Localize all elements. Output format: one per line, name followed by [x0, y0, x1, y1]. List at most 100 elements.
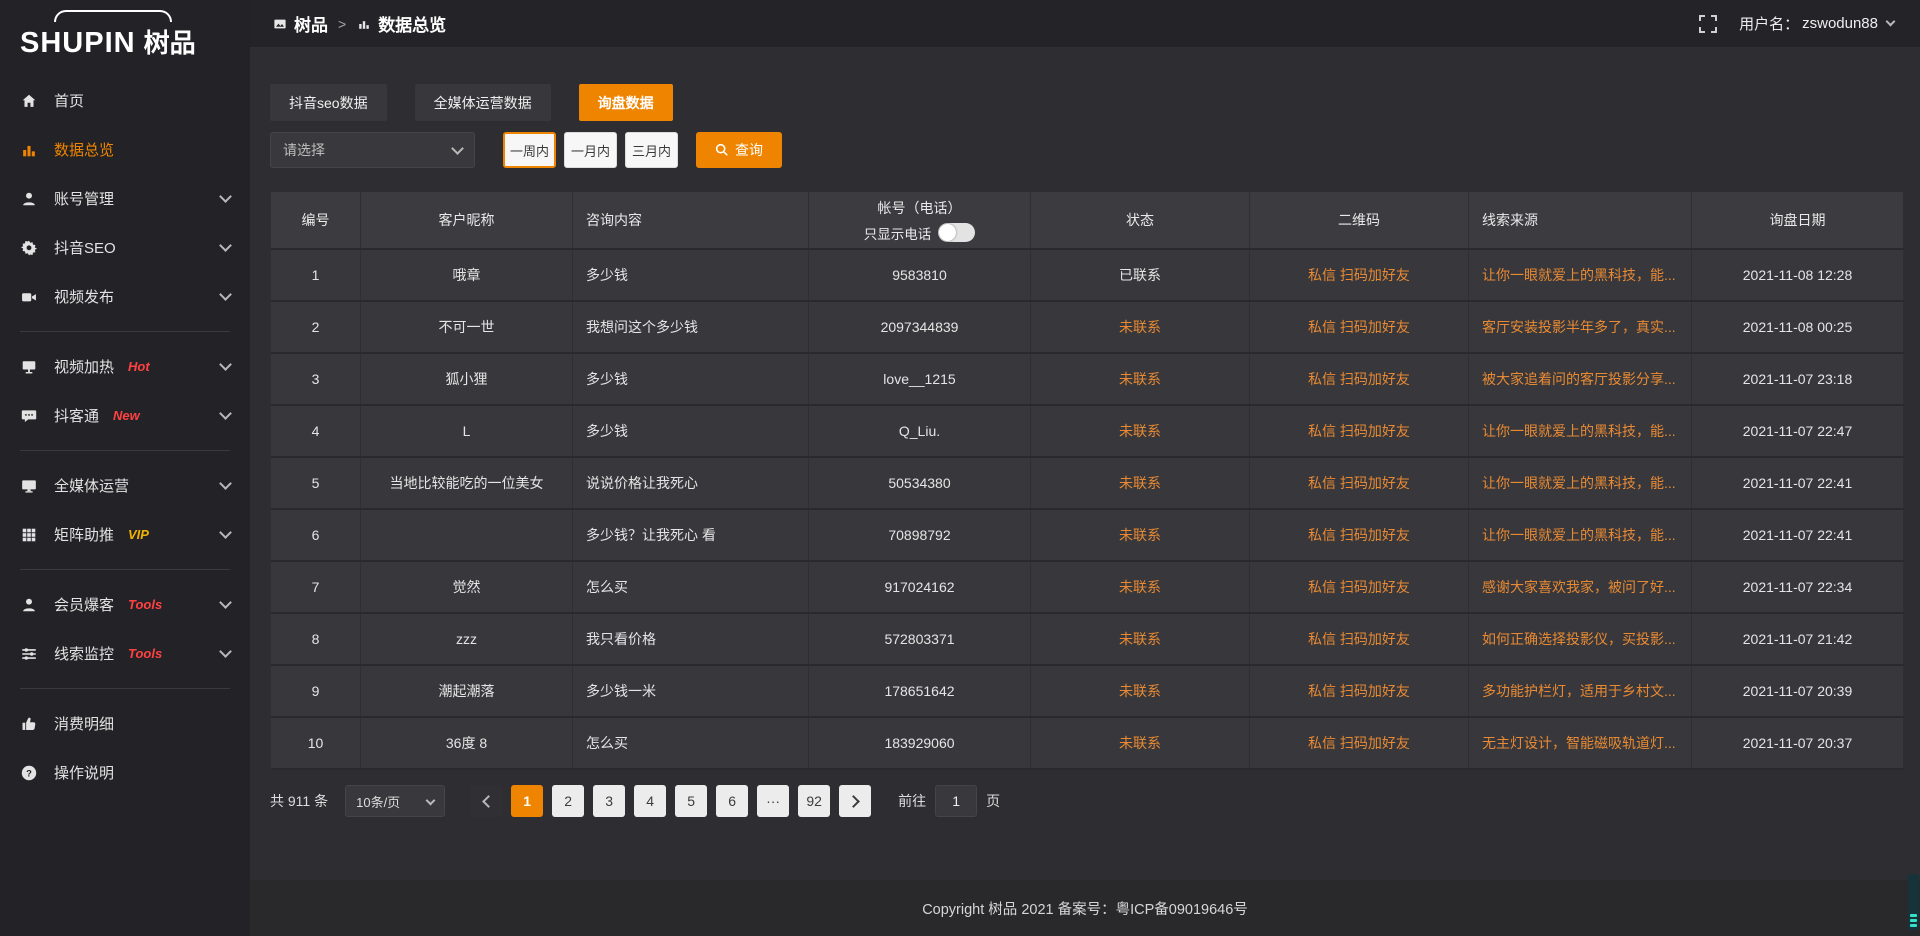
cell-source-link[interactable]: 让你一眼就爱上的黑科技，能... [1469, 406, 1692, 456]
sidebar-item[interactable]: 消费明细 [0, 699, 250, 748]
cell-qr-links[interactable]: 私信 扫码加好友 [1250, 458, 1469, 508]
sidebar-item-label: 消费明细 [54, 716, 115, 733]
sidebar-item-label: 全媒体运营 [54, 478, 130, 495]
total-count: 共 911 条 [270, 793, 329, 809]
page-number-button[interactable]: 6 [716, 785, 749, 817]
cell-qr-links[interactable]: 私信 扫码加好友 [1250, 302, 1469, 352]
page-number-button[interactable]: 4 [634, 785, 667, 817]
expense-icon [20, 714, 40, 734]
page-number-button[interactable]: 1 [511, 785, 544, 817]
page-number-button[interactable]: 2 [552, 785, 585, 817]
chevron-down-icon [219, 526, 232, 539]
sidebar-item[interactable]: 数据总览 [0, 125, 250, 174]
footer: Copyright 树品 2021 备案号：粤ICP备09019646号 [250, 880, 1920, 936]
cell-source-link[interactable]: 让你一眼就爱上的黑科技，能... [1469, 250, 1692, 300]
cell-qr-links[interactable]: 私信 扫码加好友 [1250, 406, 1469, 456]
breadcrumb-current-label: 数据总览 [378, 16, 447, 35]
cell-date: 2021-11-07 23:18 [1692, 354, 1904, 404]
cell-qr-links[interactable]: 私信 扫码加好友 [1250, 250, 1469, 300]
breadcrumb-current[interactable]: 数据总览 [356, 11, 446, 36]
cell-source-link[interactable]: 感谢大家喜欢我家，被问了好... [1469, 562, 1692, 612]
cell-content: 我只看价格 [573, 614, 809, 664]
scrollbar-widget[interactable] [1908, 874, 1919, 930]
cell-id: 4 [271, 406, 361, 456]
query-button[interactable]: 查询 [696, 132, 782, 168]
sidebar-item-label: 操作说明 [54, 765, 115, 782]
cell-source-link[interactable]: 让你一眼就爱上的黑科技，能... [1469, 458, 1692, 508]
sidebar-item[interactable]: 抖音SEO [0, 223, 250, 272]
video-publish-icon [20, 287, 40, 307]
cell-date: 2021-11-08 00:25 [1692, 302, 1904, 352]
search-icon [715, 143, 728, 156]
sidebar-item[interactable]: 账号管理 [0, 174, 250, 223]
fullscreen-icon[interactable] [1699, 14, 1718, 33]
sidebar-item[interactable]: 视频发布 [0, 272, 250, 321]
cell-account: Q_Liu. [809, 406, 1031, 456]
cell-qr-links[interactable]: 私信 扫码加好友 [1250, 510, 1469, 560]
video-heat-icon [20, 357, 40, 377]
cell-source-link[interactable]: 多功能护栏灯，适用于乡村文... [1469, 666, 1692, 716]
user-menu[interactable]: 用户名： zswodun88 [1739, 13, 1896, 34]
table-row: 2 不可一世 我想问这个多少钱 2097344839 未联系 私信 扫码加好友 … [271, 302, 1904, 354]
cell-id: 1 [271, 250, 361, 300]
next-page-button[interactable] [839, 785, 872, 817]
goto-page-input[interactable] [935, 785, 978, 817]
cell-source-link[interactable]: 客厅安装投影半年多了，真实... [1469, 302, 1692, 352]
sidebar-item[interactable]: 视频加热 Hot [0, 342, 250, 391]
table-row: 5 当地比较能吃的一位美女 说说价格让我死心 50534380 未联系 私信 扫… [271, 458, 1904, 510]
data-tab[interactable]: 询盘数据 [578, 84, 673, 121]
page-number-button[interactable]: 92 [798, 785, 831, 817]
filter-select[interactable]: 请选择 [270, 132, 475, 168]
cell-source-link[interactable]: 无主灯设计，智能磁吸轨道灯... [1469, 718, 1692, 768]
chevron-down-icon [219, 477, 232, 490]
cell-content: 怎么买 [573, 562, 809, 612]
cell-qr-links[interactable]: 私信 扫码加好友 [1250, 614, 1469, 664]
cell-status: 未联系 [1031, 666, 1250, 716]
sidebar-divider [20, 331, 230, 332]
page-ellipsis-button[interactable]: ··· [757, 785, 790, 817]
page-buttons: 1 2 3 4 5 6 ··· 92 [511, 785, 831, 817]
breadcrumb-home[interactable]: 树品 [272, 11, 328, 36]
cell-source-link[interactable]: 让你一眼就爱上的黑科技，能... [1469, 510, 1692, 560]
cell-date: 2021-11-07 22:34 [1692, 562, 1904, 612]
cell-qr-links[interactable]: 私信 扫码加好友 [1250, 718, 1469, 768]
sidebar-item-label: 视频加热 [54, 359, 115, 376]
prev-page-button[interactable] [470, 785, 503, 817]
cell-qr-links[interactable]: 私信 扫码加好友 [1250, 354, 1469, 404]
chevron-down-icon [219, 407, 232, 420]
chevron-down-icon [219, 288, 232, 301]
cell-date: 2021-11-07 22:41 [1692, 458, 1904, 508]
sidebar-item[interactable]: 线索监控 Tools [0, 629, 250, 678]
cell-account: 178651642 [809, 666, 1031, 716]
sidebar-item[interactable]: 矩阵助推 VIP [0, 510, 250, 559]
sidebar-item[interactable]: 会员爆客 Tools [0, 580, 250, 629]
cell-content: 多少钱？让我死心 看 [573, 510, 809, 560]
date-range-button[interactable]: 一月内 [564, 132, 617, 168]
account-header-label: 帐号（电话） [877, 199, 962, 216]
cell-source-link[interactable]: 如何正确选择投影仪，买投影... [1469, 614, 1692, 664]
page-size-select[interactable]: 10条/页 [345, 785, 446, 817]
cell-account: love__1215 [809, 354, 1031, 404]
cell-status: 未联系 [1031, 302, 1250, 352]
cell-date: 2021-11-07 22:47 [1692, 406, 1904, 456]
chevron-down-icon [219, 645, 232, 658]
cell-id: 7 [271, 562, 361, 612]
cell-qr-links[interactable]: 私信 扫码加好友 [1250, 666, 1469, 716]
cell-source-link[interactable]: 被大家追着问的客厅投影分享... [1469, 354, 1692, 404]
cell-status: 未联系 [1031, 510, 1250, 560]
data-tab[interactable]: 抖音seo数据 [270, 84, 387, 121]
sidebar-item[interactable]: 首页 [0, 76, 250, 125]
sidebar-item[interactable]: ? 操作说明 [0, 748, 250, 797]
page-number-button[interactable]: 3 [593, 785, 626, 817]
phone-only-toggle[interactable] [938, 223, 976, 242]
sidebar-item[interactable]: 全媒体运营 [0, 461, 250, 510]
svg-text:?: ? [26, 768, 32, 779]
data-tab[interactable]: 全媒体运营数据 [414, 84, 551, 121]
date-range-button[interactable]: 一周内 [503, 132, 556, 168]
date-range-button[interactable]: 三月内 [625, 132, 678, 168]
goto-label: 前往 [898, 793, 927, 809]
cell-id: 10 [271, 718, 361, 768]
sidebar-item[interactable]: 抖客通 New [0, 391, 250, 440]
cell-qr-links[interactable]: 私信 扫码加好友 [1250, 562, 1469, 612]
page-number-button[interactable]: 5 [675, 785, 708, 817]
